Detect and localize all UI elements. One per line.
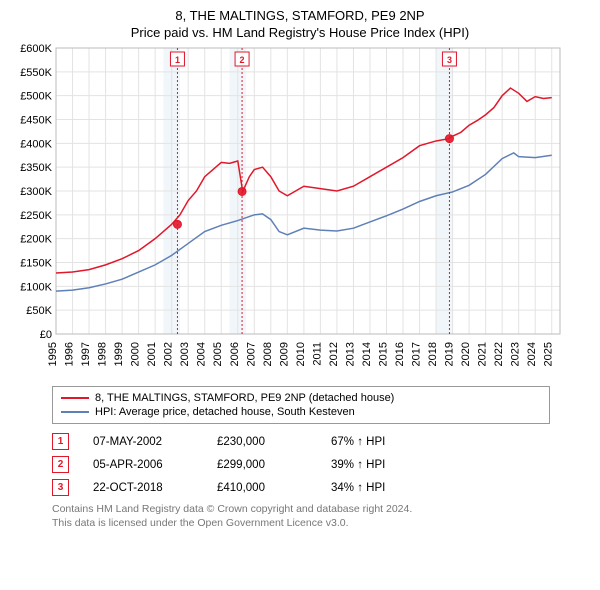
- xtick-label: 2013: [344, 342, 356, 366]
- ytick-label: £550K: [20, 67, 52, 79]
- sale-row-price: £230,000: [217, 436, 307, 448]
- ytick-label: £100K: [20, 281, 52, 293]
- sale-row-price: £410,000: [217, 482, 307, 494]
- ytick-label: £0: [40, 329, 52, 341]
- xtick-label: 2003: [179, 342, 191, 366]
- xtick-label: 2017: [411, 342, 423, 366]
- xtick-label: 2014: [361, 342, 373, 366]
- xtick-label: 2008: [262, 342, 274, 366]
- sale-row-date: 07-MAY-2002: [93, 436, 193, 448]
- legend-label: HPI: Average price, detached house, Sout…: [95, 406, 355, 418]
- sale-marker-num: 1: [175, 55, 180, 65]
- xtick-label: 2012: [328, 342, 340, 366]
- sale-row: 1 07-MAY-2002 £230,000 67% ↑ HPI: [52, 430, 592, 453]
- legend-swatch: [61, 397, 89, 399]
- ytick-label: £400K: [20, 138, 52, 150]
- xtick-label: 2015: [377, 342, 389, 366]
- ytick-label: £200K: [20, 234, 52, 246]
- xtick-label: 2006: [229, 342, 241, 366]
- xtick-label: 1998: [97, 342, 109, 366]
- footer-line1: Contains HM Land Registry data © Crown c…: [52, 503, 592, 517]
- title-subtitle: Price paid vs. HM Land Registry's House …: [8, 25, 592, 40]
- sale-row-marker: 1: [52, 433, 69, 450]
- xtick-label: 2020: [460, 342, 472, 366]
- sale-row: 3 22-OCT-2018 £410,000 34% ↑ HPI: [52, 476, 592, 499]
- title-address: 8, THE MALTINGS, STAMFORD, PE9 2NP: [8, 8, 592, 23]
- sale-row-diff: 39% ↑ HPI: [331, 459, 421, 471]
- sale-dot: [445, 135, 453, 143]
- sale-row-price: £299,000: [217, 459, 307, 471]
- xtick-label: 2005: [212, 342, 224, 366]
- sale-row-date: 22-OCT-2018: [93, 482, 193, 494]
- xtick-label: 2024: [526, 342, 538, 366]
- ytick-label: £50K: [26, 305, 52, 317]
- ytick-label: £450K: [20, 115, 52, 127]
- ytick-label: £300K: [20, 186, 52, 198]
- xtick-label: 2010: [295, 342, 307, 366]
- ytick-label: £250K: [20, 210, 52, 222]
- xtick-label: 2007: [245, 342, 257, 366]
- sale-dot: [173, 220, 181, 228]
- xtick-label: 2025: [543, 342, 555, 366]
- ytick-label: £600K: [20, 43, 52, 55]
- title-block: 8, THE MALTINGS, STAMFORD, PE9 2NP Price…: [8, 8, 592, 40]
- xtick-label: 1996: [64, 342, 76, 366]
- ytick-label: £350K: [20, 162, 52, 174]
- sale-row-date: 05-APR-2006: [93, 459, 193, 471]
- xtick-label: 2023: [510, 342, 522, 366]
- ytick-label: £500K: [20, 91, 52, 103]
- xtick-label: 2022: [493, 342, 505, 366]
- legend-row: HPI: Average price, detached house, Sout…: [61, 405, 541, 419]
- xtick-label: 2009: [278, 342, 290, 366]
- xtick-label: 2021: [477, 342, 489, 366]
- sale-row-diff: 67% ↑ HPI: [331, 436, 421, 448]
- legend-label: 8, THE MALTINGS, STAMFORD, PE9 2NP (deta…: [95, 392, 394, 404]
- sale-marker-num: 3: [447, 55, 452, 65]
- sale-row: 2 05-APR-2006 £299,000 39% ↑ HPI: [52, 453, 592, 476]
- sale-row-diff: 34% ↑ HPI: [331, 482, 421, 494]
- sale-row-marker: 3: [52, 479, 69, 496]
- xtick-label: 2001: [146, 342, 158, 366]
- xtick-label: 2002: [163, 342, 175, 366]
- xtick-label: 2016: [394, 342, 406, 366]
- xtick-label: 2019: [444, 342, 456, 366]
- xtick-label: 2011: [311, 342, 323, 366]
- footer: Contains HM Land Registry data © Crown c…: [52, 503, 592, 530]
- xtick-label: 1999: [113, 342, 125, 366]
- xtick-label: 1995: [47, 342, 59, 366]
- footer-line2: This data is licensed under the Open Gov…: [52, 517, 592, 531]
- legend-row: 8, THE MALTINGS, STAMFORD, PE9 2NP (deta…: [61, 391, 541, 405]
- xtick-label: 1997: [80, 342, 92, 366]
- chart-svg: £0 £50K £100K £150K £200K £250K £300K £350K £400…: [8, 40, 568, 380]
- chart: £0 £50K £100K £150K £200K £250K £300K £350K £400…: [8, 40, 592, 380]
- xtick-label: 2000: [130, 342, 142, 366]
- sale-marker-num: 2: [240, 55, 245, 65]
- legend-swatch: [61, 411, 89, 413]
- sale-row-marker: 2: [52, 456, 69, 473]
- xtick-label: 2004: [196, 342, 208, 366]
- xtick-label: 2018: [427, 342, 439, 366]
- ytick-label: £150K: [20, 258, 52, 270]
- sales-table: 1 07-MAY-2002 £230,000 67% ↑ HPI 2 05-APR-200…: [52, 430, 592, 499]
- legend: 8, THE MALTINGS, STAMFORD, PE9 2NP (deta…: [52, 386, 550, 424]
- sale-dot: [238, 187, 246, 195]
